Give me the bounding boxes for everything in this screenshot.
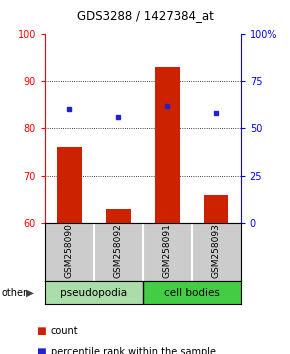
- Text: GSM258091: GSM258091: [163, 224, 172, 279]
- Text: ▶: ▶: [26, 288, 35, 298]
- Text: ■: ■: [36, 326, 46, 336]
- Text: ■: ■: [36, 347, 46, 354]
- Text: count: count: [51, 326, 78, 336]
- Text: other: other: [1, 288, 28, 298]
- Text: percentile rank within the sample: percentile rank within the sample: [51, 347, 216, 354]
- Text: GSM258093: GSM258093: [212, 224, 221, 279]
- Bar: [143, 281, 241, 304]
- Text: pseudopodia: pseudopodia: [60, 288, 127, 298]
- Text: GDS3288 / 1427384_at: GDS3288 / 1427384_at: [77, 10, 213, 22]
- Bar: [204, 195, 229, 223]
- Text: GSM258092: GSM258092: [114, 224, 123, 279]
- Bar: [57, 147, 82, 223]
- Text: cell bodies: cell bodies: [164, 288, 220, 298]
- Bar: [155, 67, 180, 223]
- Bar: [106, 209, 130, 223]
- Bar: [45, 281, 143, 304]
- Text: GSM258090: GSM258090: [65, 224, 74, 279]
